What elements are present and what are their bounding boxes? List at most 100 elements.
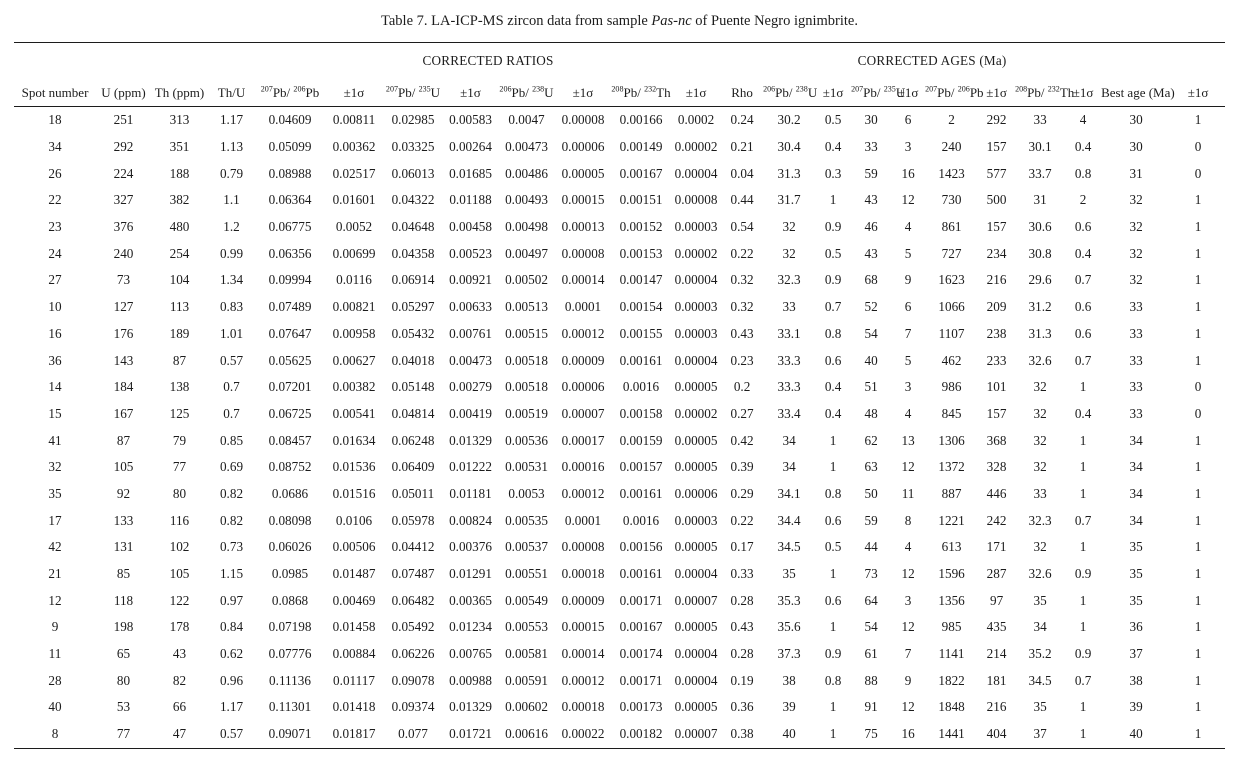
cell-age_206pb_238u: 33.1 <box>777 325 801 341</box>
cell-sig_best_age: 1 <box>1194 272 1202 288</box>
cell-ratio_208pb_232th: 0.00147 <box>619 272 663 288</box>
cell-ratio_208pb_232th: 0.0016 <box>622 379 660 395</box>
cell-ratio_207pb_235u: 0.06226 <box>391 646 435 662</box>
table-row: 10 127 113 0.83 0.07489 0.00821 0.05297 0.00633… <box>14 294 1225 321</box>
cell-sig_206_238: 0.00018 <box>561 699 605 715</box>
cell-age_207pb_235u: 44 <box>864 539 878 555</box>
cell-age_206pb_238u: 37.3 <box>777 646 801 662</box>
cell-sig_208_232: 0.00002 <box>674 245 718 261</box>
cell-age_207pb_235u: 52 <box>864 299 878 315</box>
cell-sig_age_206_238: 1 <box>829 566 837 582</box>
cell-u_ppm: 65 <box>116 646 131 662</box>
cell-best_age: 33 <box>1129 405 1143 421</box>
cell-sig_207_235: 0.00376 <box>449 539 492 555</box>
cell-sig_207_235: 0.01721 <box>449 726 492 742</box>
cell-ratio_208pb_232th: 0.00182 <box>619 726 663 742</box>
cell-best_age: 36 <box>1129 619 1143 635</box>
cell-age_206pb_238u: 35 <box>782 566 796 582</box>
cell-sig_206_238: 0.00016 <box>561 459 605 475</box>
cell-sig_age_206_238: 0.9 <box>824 646 842 662</box>
cell-u_ppm: 167 <box>113 405 134 421</box>
table-row: 34 292 351 1.13 0.05099 0.00362 0.03325 0.00264… <box>14 134 1225 161</box>
cell-ratio_207pb_206pb: 0.05625 <box>268 352 312 368</box>
cell-sig_208_232: 0.00005 <box>674 619 718 635</box>
cell-sig_age_207_235: 13 <box>901 432 915 448</box>
table-row: 21 85 105 1.15 0.0985 0.01487 0.07487 0.01291 0.… <box>14 561 1225 588</box>
cell-th_ppm: 104 <box>169 272 190 288</box>
cell-sig_age_207_206: 233 <box>986 352 1007 368</box>
cell-sig_age_208_232: 2 <box>1079 192 1087 208</box>
cell-th_u: 0.57 <box>219 726 244 742</box>
cell-sig_best_age: 1 <box>1194 112 1202 128</box>
cell-ratio_206pb_238u: 0.00502 <box>505 272 548 288</box>
cell-age_208pb_232th: 33 <box>1033 485 1047 501</box>
cell-sig_208_232: 0.00002 <box>674 139 718 155</box>
cell-age_207pb_206pb: 986 <box>941 379 962 395</box>
cell-sig_best_age: 0 <box>1194 405 1202 421</box>
cell-ratio_208pb_232th: 0.00154 <box>619 299 663 315</box>
column-header-sig_age_206_238: ±1σ <box>815 79 852 107</box>
cell-age_208pb_232th: 31 <box>1033 192 1047 208</box>
table-row: 41 87 79 0.85 0.08457 0.01634 0.06248 0.01329 0.… <box>14 427 1225 454</box>
cell-sig_age_206_238: 1 <box>829 192 837 208</box>
cell-u_ppm: 53 <box>116 699 131 715</box>
cell-age_207pb_206pb: 887 <box>941 485 962 501</box>
cell-sig_best_age: 1 <box>1194 566 1202 582</box>
cell-ratio_207pb_235u: 0.04018 <box>391 352 435 368</box>
cell-spot: 23 <box>48 219 62 235</box>
column-header-sig_207_235: ±1σ <box>443 79 498 107</box>
cell-th_ppm: 113 <box>169 299 190 315</box>
cell-ratio_208pb_232th: 0.0016 <box>622 512 660 528</box>
cell-u_ppm: 87 <box>116 432 131 448</box>
cell-th_ppm: 116 <box>169 512 190 528</box>
cell-age_207pb_206pb: 1372 <box>938 459 965 475</box>
cell-age_208pb_232th: 32.6 <box>1028 566 1052 582</box>
cell-sig_age_207_206: 238 <box>986 325 1007 341</box>
cell-sig_age_207_235: 4 <box>904 219 912 235</box>
cell-age_206pb_238u: 31.3 <box>777 165 801 181</box>
cell-sig_208_232: 0.00003 <box>674 325 718 341</box>
cell-sig_207_206: 0.00958 <box>332 325 376 341</box>
column-header-sig_best_age: ±1σ <box>1171 79 1226 107</box>
table-row: 27 73 104 1.34 0.09994 0.0116 0.06914 0.00921 0.… <box>14 267 1225 294</box>
cell-sig_206_238: 0.00009 <box>561 592 605 608</box>
cell-age_207pb_206pb: 727 <box>941 245 962 261</box>
cell-age_207pb_235u: 43 <box>864 245 878 261</box>
cell-sig_207_235: 0.00921 <box>449 272 492 288</box>
cell-age_207pb_206pb: 1623 <box>938 272 965 288</box>
column-header-age_206pb_238u: 206Pb/ 238U <box>763 79 817 107</box>
cell-ratio_207pb_235u: 0.04358 <box>391 245 435 261</box>
cell-age_208pb_232th: 30.6 <box>1028 219 1052 235</box>
cell-sig_age_208_232: 0.6 <box>1074 325 1092 341</box>
cell-age_206pb_238u: 30.4 <box>777 139 801 155</box>
cell-rho: 0.23 <box>730 352 754 368</box>
cell-age_206pb_238u: 34.1 <box>777 485 801 501</box>
cell-sig_best_age: 1 <box>1194 726 1202 742</box>
cell-sig_208_232: 0.00005 <box>674 459 718 475</box>
cell-ratio_208pb_232th: 0.00173 <box>619 699 663 715</box>
cell-sig_207_206: 0.01418 <box>332 699 376 715</box>
cell-age_207pb_235u: 46 <box>864 219 878 235</box>
cell-ratio_206pb_238u: 0.00616 <box>505 726 548 742</box>
cell-ratio_207pb_235u: 0.06482 <box>391 592 435 608</box>
cell-ratio_207pb_235u: 0.077 <box>398 726 428 742</box>
cell-spot: 40 <box>48 699 62 715</box>
cell-spot: 35 <box>48 485 62 501</box>
cell-age_207pb_206pb: 1306 <box>938 432 965 448</box>
cell-age_208pb_232th: 32.3 <box>1028 512 1052 528</box>
cell-ratio_208pb_232th: 0.00158 <box>619 405 663 421</box>
cell-ratio_208pb_232th: 0.00149 <box>619 139 663 155</box>
cell-u_ppm: 198 <box>113 619 134 635</box>
cell-sig_age_208_232: 0.7 <box>1074 512 1092 528</box>
column-header-sig_age_207_235: ±1σ <box>891 79 926 107</box>
column-header-ratio_207pb_206pb: 207Pb/ 206Pb <box>255 79 325 107</box>
cell-ratio_207pb_206pb: 0.08098 <box>268 512 312 528</box>
cell-age_207pb_235u: 75 <box>864 726 878 742</box>
cell-sig_207_206: 0.00506 <box>332 539 376 555</box>
cell-th_ppm: 254 <box>169 245 190 261</box>
cell-sig_206_238: 0.00012 <box>561 325 605 341</box>
cell-age_208pb_232th: 32 <box>1033 432 1047 448</box>
cell-ratio_207pb_206pb: 0.08988 <box>268 165 312 181</box>
cell-sig_207_206: 0.00469 <box>332 592 376 608</box>
cell-sig_208_232: 0.00003 <box>674 219 718 235</box>
